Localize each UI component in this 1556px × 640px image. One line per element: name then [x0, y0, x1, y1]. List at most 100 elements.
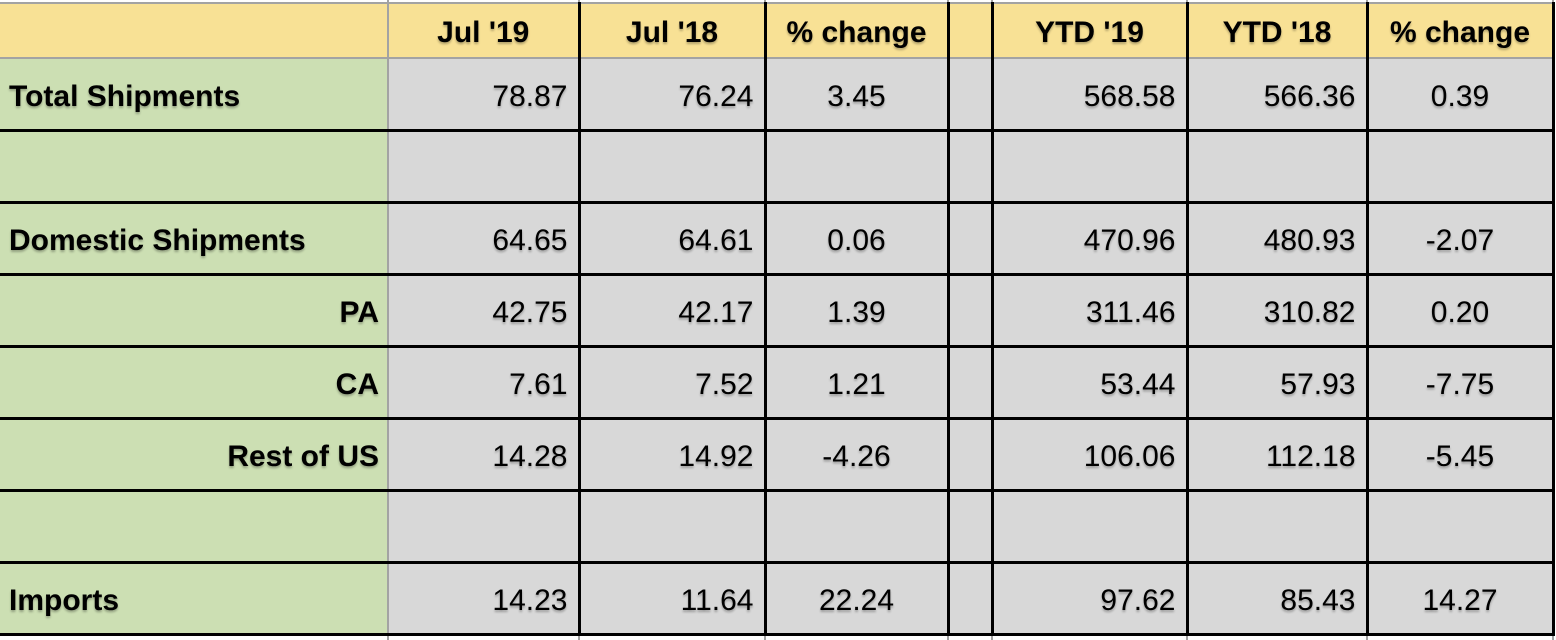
value-cell[interactable]: 1.39 [765, 274, 950, 348]
row-label[interactable]: Total Shipments [0, 58, 389, 132]
value-cell[interactable]: 76.24 [579, 58, 767, 132]
partial-cell [765, 0, 949, 4]
value-cell[interactable]: -7.75 [1367, 346, 1555, 420]
value-cell[interactable]: 85.43 [1187, 562, 1369, 636]
partial-cell [1187, 634, 1368, 640]
value-cell[interactable]: 57.93 [1187, 346, 1369, 420]
value-cell[interactable]: 480.93 [1187, 202, 1369, 276]
value-cell[interactable]: 78.87 [388, 58, 581, 132]
column-header[interactable]: YTD '18 [1187, 3, 1369, 59]
value-cell[interactable] [388, 490, 581, 564]
spacer-cell[interactable] [948, 562, 994, 636]
spacer-cell[interactable] [948, 202, 994, 276]
value-cell[interactable] [579, 130, 767, 204]
value-cell[interactable] [1367, 130, 1555, 204]
value-cell[interactable]: 3.45 [765, 58, 950, 132]
table-row [0, 490, 1555, 564]
partial-cell [579, 0, 766, 4]
value-cell[interactable] [765, 490, 950, 564]
partial-cell [1187, 0, 1368, 4]
value-cell[interactable]: 566.36 [1187, 58, 1369, 132]
row-label[interactable]: Imports [0, 562, 389, 636]
header-row: Jul '19 Jul '18% change YTD '19 YTD '18% ch… [0, 3, 1555, 59]
table-row: Total Shipments 78.87 76.24 3.45 568.58 566.3… [0, 58, 1555, 132]
value-cell[interactable]: -4.26 [765, 418, 950, 492]
partial-cell [0, 634, 389, 640]
value-cell[interactable]: 310.82 [1187, 274, 1369, 348]
value-cell[interactable]: 311.46 [992, 274, 1189, 348]
value-cell[interactable] [765, 130, 950, 204]
table-row: CA 7.61 7.52 1.21 53.44 57.93 -7.75 [0, 346, 1555, 420]
row-label[interactable]: PA [0, 274, 389, 348]
spacer-cell[interactable] [948, 490, 994, 564]
value-cell[interactable]: 7.61 [388, 346, 581, 420]
value-cell[interactable]: 106.06 [992, 418, 1189, 492]
value-cell[interactable]: 0.39 [1367, 58, 1555, 132]
partial-cell [948, 0, 993, 4]
value-cell[interactable]: 470.96 [992, 202, 1189, 276]
spacer-cell[interactable] [948, 58, 994, 132]
row-label[interactable] [0, 490, 389, 564]
partial-cell [948, 634, 993, 640]
value-cell[interactable]: 0.06 [765, 202, 950, 276]
partial-cell [992, 634, 1188, 640]
partial-row-top [0, 0, 1554, 4]
value-cell[interactable]: 14.92 [579, 418, 767, 492]
value-cell[interactable]: 1.21 [765, 346, 950, 420]
value-cell[interactable]: 11.64 [579, 562, 767, 636]
value-cell[interactable] [1187, 490, 1369, 564]
value-cell[interactable]: -2.07 [1367, 202, 1555, 276]
value-cell[interactable]: 14.27 [1367, 562, 1555, 636]
row-label[interactable]: Rest of US [0, 418, 389, 492]
value-cell[interactable]: 64.65 [388, 202, 581, 276]
corner-header-cell[interactable] [0, 3, 389, 59]
partial-cell [992, 0, 1188, 4]
spacer-cell[interactable] [948, 130, 994, 204]
value-cell[interactable]: 0.20 [1367, 274, 1555, 348]
value-cell[interactable]: 14.23 [388, 562, 581, 636]
value-cell[interactable]: 97.62 [992, 562, 1189, 636]
value-cell[interactable]: -5.45 [1367, 418, 1555, 492]
spacer-cell[interactable] [948, 274, 994, 348]
value-cell[interactable]: 42.17 [579, 274, 767, 348]
value-cell[interactable] [1367, 490, 1555, 564]
value-cell[interactable]: 53.44 [992, 346, 1189, 420]
value-cell[interactable] [579, 490, 767, 564]
partial-cell [388, 0, 580, 4]
column-header[interactable]: YTD '19 [992, 3, 1189, 59]
value-cell[interactable]: 7.52 [579, 346, 767, 420]
row-label[interactable]: Domestic Shipments [0, 202, 389, 276]
column-header[interactable]: % change [1367, 3, 1555, 59]
column-header[interactable]: % change [765, 3, 950, 59]
table-row: Imports 14.23 11.64 22.24 97.62 85.43 14.27 [0, 562, 1555, 636]
table-row: Rest of US 14.28 14.92 -4.26 106.06 112.18 -5.… [0, 418, 1555, 492]
partial-cell [0, 0, 389, 4]
value-cell[interactable]: 42.75 [388, 274, 581, 348]
column-header[interactable]: Jul '19 [388, 3, 581, 59]
value-cell[interactable] [992, 490, 1189, 564]
table-row: Domestic Shipments 64.65 64.61 0.06 470.96 48… [0, 202, 1555, 276]
table-row: PA 42.75 42.17 1.39 311.46 310.82 0.20 [0, 274, 1555, 348]
row-label[interactable]: CA [0, 346, 389, 420]
partial-cell [1367, 0, 1554, 4]
spacer-cell[interactable] [948, 418, 994, 492]
table-row [0, 130, 1555, 204]
column-header[interactable]: Jul '18 [579, 3, 767, 59]
spacer-header-cell[interactable] [948, 3, 994, 59]
value-cell[interactable] [388, 130, 581, 204]
value-cell[interactable] [992, 130, 1189, 204]
partial-cell [579, 634, 766, 640]
value-cell[interactable]: 14.28 [388, 418, 581, 492]
value-cell[interactable]: 112.18 [1187, 418, 1369, 492]
partial-cell [765, 634, 949, 640]
value-cell[interactable]: 22.24 [765, 562, 950, 636]
row-label[interactable] [0, 130, 389, 204]
partial-cell [388, 634, 580, 640]
spacer-cell[interactable] [948, 346, 994, 420]
value-cell[interactable]: 568.58 [992, 58, 1189, 132]
value-cell[interactable] [1187, 130, 1369, 204]
value-cell[interactable]: 64.61 [579, 202, 767, 276]
